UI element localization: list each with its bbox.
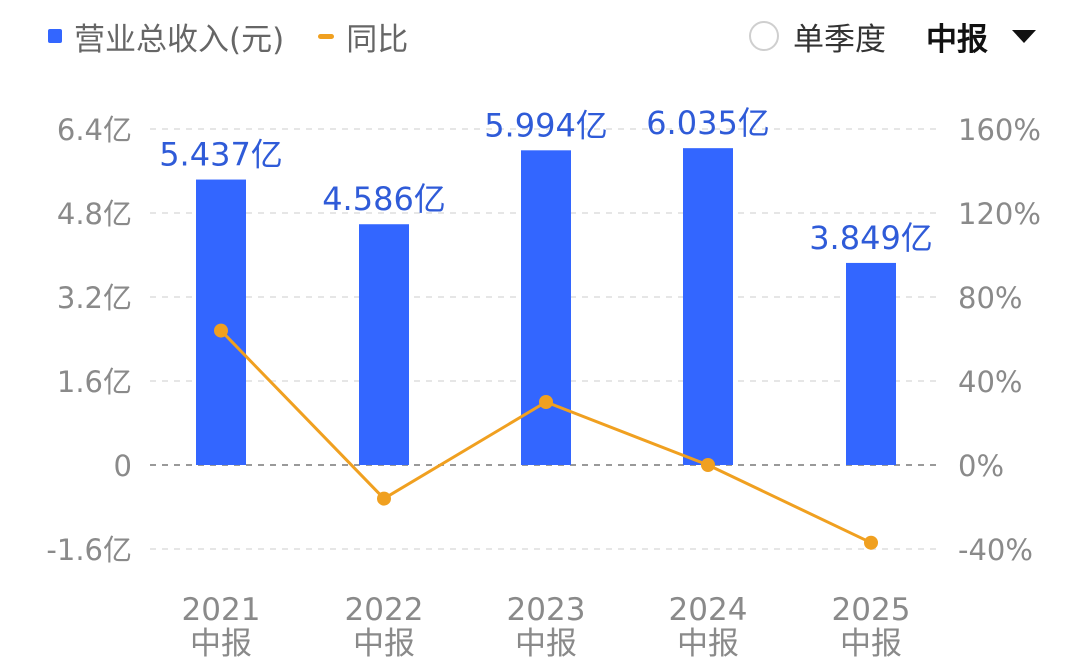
legend-yoy-label: 同比 xyxy=(346,21,409,58)
bar-value-label: 3.849亿 xyxy=(809,219,933,257)
legend-item-yoy[interactable]: 同比 xyxy=(318,14,408,59)
left-axis-tick-label: 6.4亿 xyxy=(57,113,132,147)
x-axis-period-label: 中报 xyxy=(840,626,902,662)
bar-series xyxy=(196,148,896,465)
data-labels: 5.437亿 4.586亿 5.994亿 6.035亿 3.849亿 xyxy=(159,104,933,257)
single-quarter-label[interactable]: 单季度 xyxy=(793,21,886,58)
x-axis-period-label: 中报 xyxy=(515,626,577,662)
axis-labels: 6.4亿 4.8亿 3.2亿 1.6亿 0 -1.6亿 160% 120% 80% 40% 0% -4… xyxy=(46,113,1041,662)
yoy-point xyxy=(701,458,715,472)
yoy-point xyxy=(539,395,553,409)
x-axis-year-label: 2025 xyxy=(832,592,911,628)
x-axis-year-label: 2024 xyxy=(669,592,748,628)
revenue-bar xyxy=(521,150,571,465)
left-axis-tick-label: 0 xyxy=(114,449,132,483)
x-axis-period-label: 中报 xyxy=(190,626,252,662)
revenue-bar xyxy=(846,262,896,465)
right-axis-tick-label: -40% xyxy=(958,533,1033,567)
bar-legend-swatch xyxy=(48,29,62,43)
x-axis-period-label: 中报 xyxy=(353,626,415,662)
single-quarter-radio[interactable] xyxy=(749,21,779,51)
bar-value-label: 5.437亿 xyxy=(159,136,283,174)
right-axis-tick-label: 0% xyxy=(958,449,1004,483)
revenue-bar xyxy=(359,224,409,465)
right-axis-tick-label: 160% xyxy=(958,113,1041,147)
x-axis-period-label: 中报 xyxy=(677,626,739,662)
bar-value-label: 6.035亿 xyxy=(646,104,770,142)
right-axis-tick-label: 80% xyxy=(958,281,1022,315)
legend-revenue-label: 营业总收入(元) xyxy=(74,21,285,58)
left-axis-tick-label: 4.8亿 xyxy=(57,197,132,231)
period-dropdown-label: 中报 xyxy=(926,21,988,58)
chart-legend: 营业总收入(元) 同比 xyxy=(48,14,442,58)
yoy-point xyxy=(864,535,878,550)
revenue-bar xyxy=(683,148,733,465)
x-axis-year-label: 2023 xyxy=(507,592,586,628)
yoy-point xyxy=(214,323,228,338)
left-axis-tick-label: -1.6亿 xyxy=(46,533,132,567)
bar-value-label: 4.586亿 xyxy=(322,180,446,218)
yoy-point xyxy=(377,491,391,506)
caret-down-icon xyxy=(1012,29,1036,43)
left-axis-tick-label: 3.2亿 xyxy=(57,281,132,315)
left-axis-tick-label: 1.6亿 xyxy=(57,365,132,399)
line-legend-swatch xyxy=(318,33,335,39)
bar-value-label: 5.994亿 xyxy=(484,106,608,144)
right-axis-tick-label: 40% xyxy=(958,365,1022,399)
yoy-line-series xyxy=(214,323,878,550)
legend-item-revenue[interactable]: 营业总收入(元) xyxy=(48,14,284,59)
x-axis-year-label: 2022 xyxy=(345,592,424,628)
x-axis-year-label: 2021 xyxy=(182,592,261,628)
chart-controls: 单季度 中报 xyxy=(749,14,1036,58)
revenue-bar xyxy=(196,179,246,465)
right-axis-tick-label: 120% xyxy=(958,197,1041,231)
period-dropdown[interactable]: 中报 xyxy=(926,14,1036,59)
